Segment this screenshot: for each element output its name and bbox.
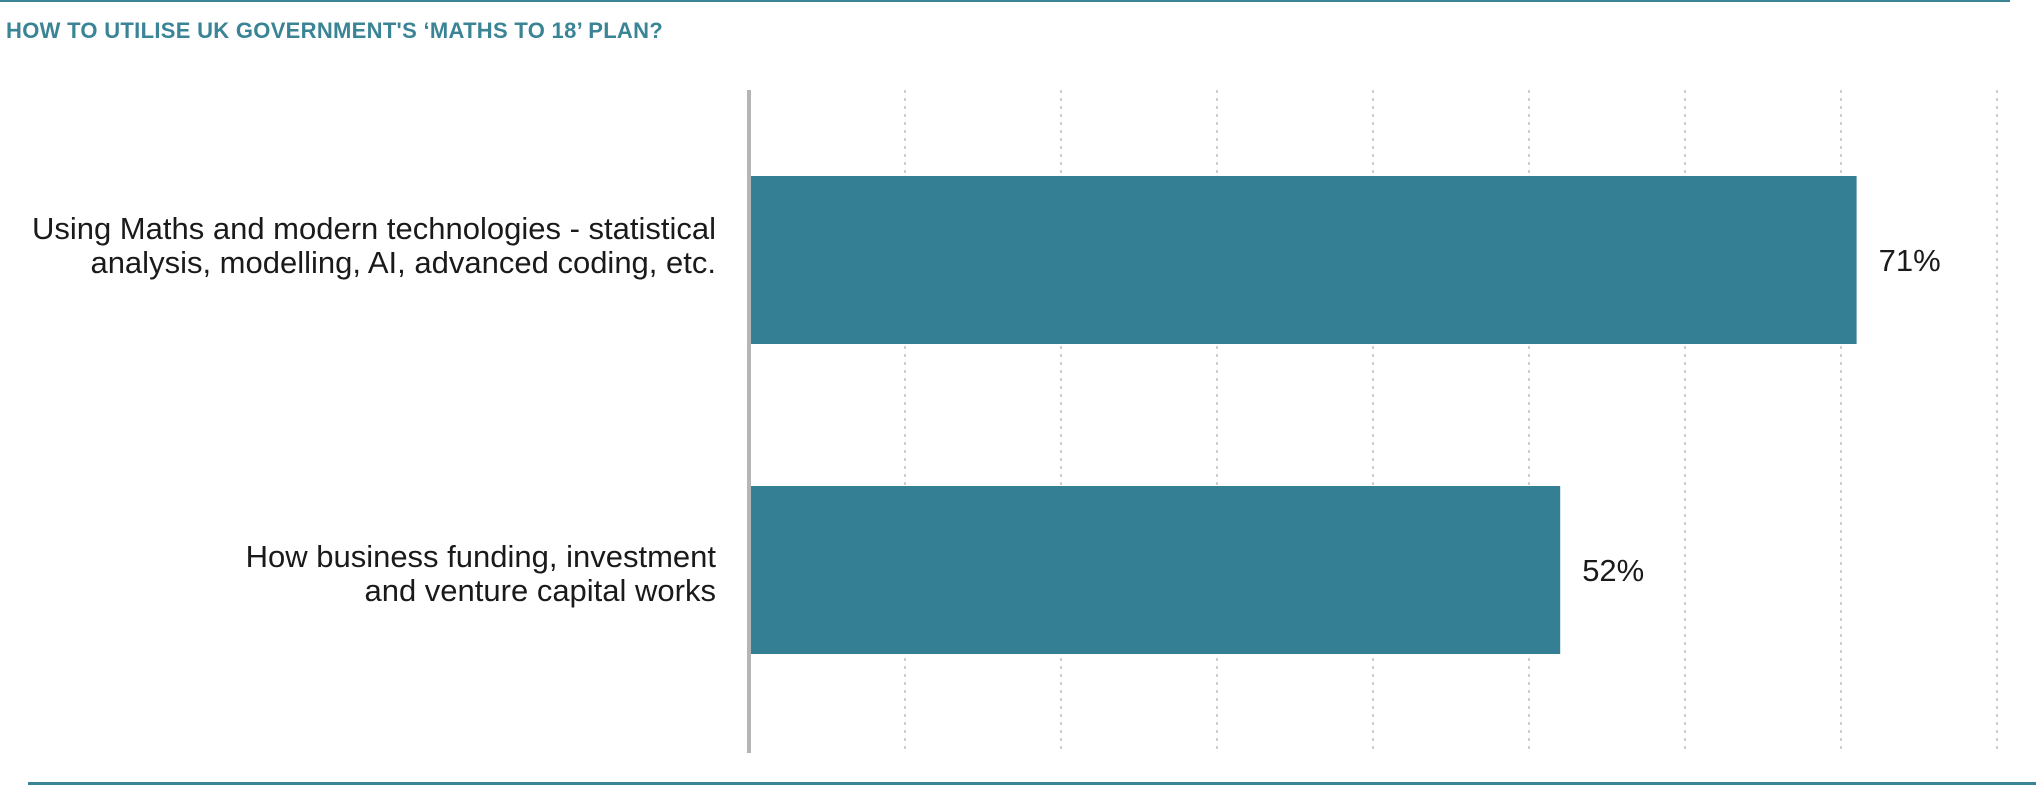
bar bbox=[749, 176, 1857, 344]
bar bbox=[749, 486, 1561, 654]
category-label-maths-technologies: Using Maths and modern technologies - st… bbox=[31, 211, 716, 281]
top-rule bbox=[0, 0, 2010, 2]
bottom-rule bbox=[28, 782, 2036, 785]
category-label-business-funding: How business funding, investment and ven… bbox=[245, 539, 716, 609]
value-label: 52% bbox=[1582, 553, 1644, 588]
chart-title: HOW TO UTILISE UK GOVERNMENT'S ‘MATHS TO… bbox=[6, 18, 664, 43]
value-label: 71% bbox=[1879, 243, 1941, 278]
